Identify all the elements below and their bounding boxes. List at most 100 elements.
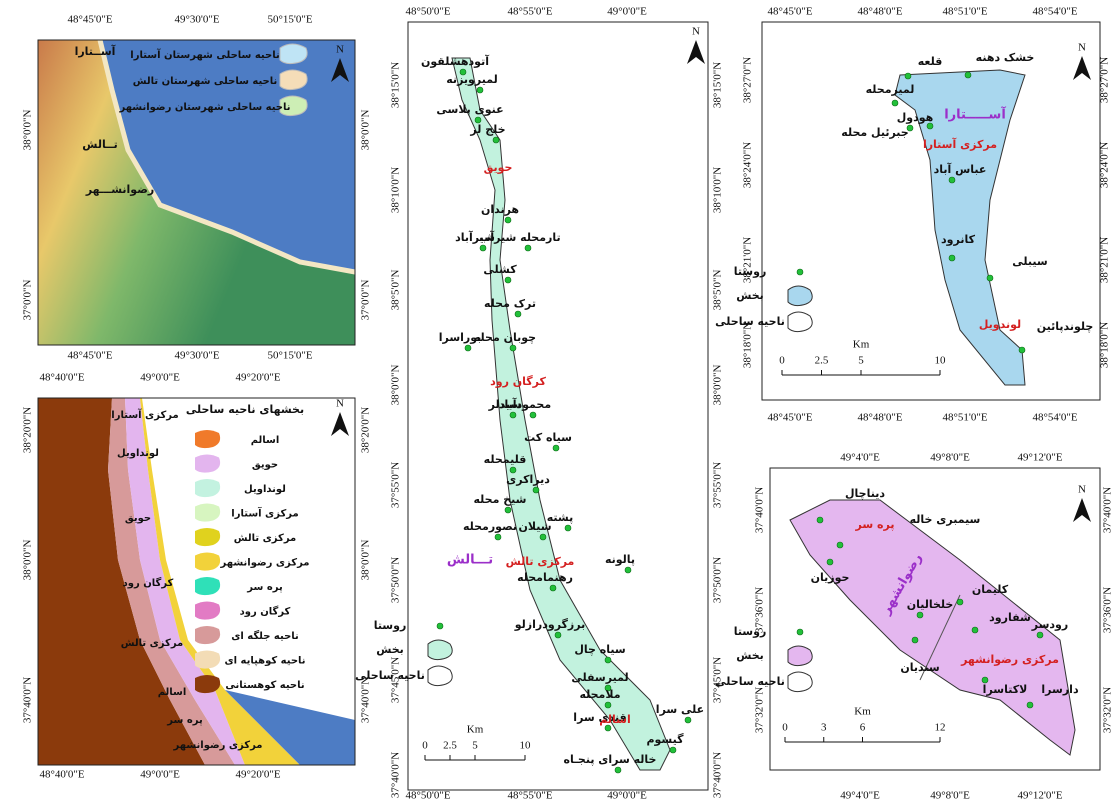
x-tick-label: 49°12'0"E: [1017, 790, 1062, 802]
place-label: کرگان رود: [123, 576, 174, 589]
village-label: شیلان: [518, 520, 551, 533]
x-tick-label: 50°15'0"E: [267, 350, 312, 362]
village-dot: [1018, 346, 1026, 354]
legend-label: روستا: [374, 619, 407, 632]
legend-swatch: [279, 43, 308, 65]
y-tick-label: 37°40'0"N: [22, 677, 34, 723]
x-tick-label: 49°20'0"E: [235, 372, 280, 384]
village-label: سیاه کت: [524, 431, 572, 444]
x-tick-label: 49°0'0"E: [607, 6, 647, 18]
village-label: کلیمان: [972, 583, 1009, 596]
village-label: قلیمحله: [484, 453, 527, 466]
legend-label: پره سر: [246, 582, 283, 593]
legend-label: لونداویل: [244, 484, 286, 495]
village-label: شفارود: [989, 611, 1031, 624]
village-dot: [554, 631, 562, 639]
frame: [407, 21, 709, 791]
village-label: عباس آباد: [934, 162, 987, 176]
y-tick-label: 38°20'0"N: [360, 407, 372, 453]
village-dot: [1036, 631, 1044, 639]
x-tick-label: 49°0'0"E: [140, 372, 180, 384]
village-label: نصورمحله: [463, 520, 517, 533]
village-dot: [509, 411, 517, 419]
legend-label: حویق: [252, 460, 278, 471]
legend-label: مرکزی تالش: [234, 533, 297, 544]
y-tick-label: 38°27'0"N: [742, 57, 754, 103]
legend-label: ناحیه ساحلی: [355, 669, 425, 682]
y-tick-label: 38°18'0"N: [742, 322, 754, 368]
frame: [761, 21, 1101, 401]
y-tick-label: 37°0'0"N: [360, 280, 372, 321]
scale-label: 2.5: [443, 740, 457, 752]
y-tick-label: 37°40'0"N: [712, 752, 724, 798]
village-label: لاکتاسرا: [983, 683, 1028, 696]
village-dot: [509, 466, 517, 474]
village-dot: [624, 566, 632, 574]
x-tick-label: 49°0'0"E: [607, 790, 647, 802]
legend-swatch: [195, 430, 221, 449]
village-dot: [816, 516, 824, 524]
village-label: هودول: [897, 111, 934, 124]
y-tick-label: 37°45'0"N: [390, 657, 402, 703]
legend-label: ناحیه ساحلی شهرستان رضوانشهر: [118, 102, 290, 113]
boundary: [919, 594, 961, 681]
x-tick-label: 48°54'0"E: [1032, 412, 1077, 424]
scale-unit: Km: [854, 706, 871, 718]
legend-swatch: [427, 639, 453, 661]
division-area: [789, 499, 1076, 756]
village-dot: [916, 611, 924, 619]
village-dot: [509, 344, 517, 352]
y-tick-label: 37°0'0"N: [22, 280, 34, 321]
legend-swatch: [195, 601, 221, 620]
village-label: سیبلی: [1012, 255, 1047, 268]
village-dot: [494, 533, 502, 541]
y-tick-label: 38°0'0"N: [360, 540, 372, 581]
village-label: جبرئیل محله: [841, 126, 908, 139]
village-label: دارسرا: [1041, 683, 1079, 696]
x-tick-label: 48°48'0"E: [857, 412, 902, 424]
place-label: آســتارا: [75, 44, 116, 58]
village-dot: [891, 99, 899, 107]
village-label: چوبان محله: [474, 331, 536, 344]
y-tick-label: 37°40'0"N: [754, 487, 766, 533]
place-label: مرکزی رضوانشهر: [173, 740, 263, 751]
legend-label: ناحیه ساحلی شهرستان تالش: [133, 76, 278, 87]
frame: [37, 39, 356, 346]
y-tick-label: 38°10'0"N: [712, 167, 724, 213]
legend-label: ناحیه ساحلی: [715, 315, 785, 328]
scale-label: 10: [935, 355, 947, 367]
village-dot: [1026, 701, 1034, 709]
legend-label: مرکزی رضوانشهر: [220, 558, 310, 569]
y-tick-label: 37°45'0"N: [712, 657, 724, 703]
village-dot: [552, 444, 560, 452]
y-tick-label: 38°18'0"N: [1099, 322, 1111, 368]
x-tick-label: 48°45'0"E: [767, 412, 812, 424]
village-dot: [532, 486, 540, 494]
village-label: خاله سرای پنجـاه: [564, 753, 657, 766]
x-tick-label: 49°4'0"E: [840, 790, 880, 802]
legend-label: ناحیه ساحلی: [715, 675, 785, 688]
county-label: آســـــتارا: [944, 106, 1006, 123]
place-label: پره سر: [166, 715, 203, 726]
y-tick-label: 37°40'0"N: [1102, 487, 1114, 533]
legend-swatch: [195, 503, 221, 522]
village-label: شیخ محله: [474, 493, 527, 506]
coastal-zone: [451, 57, 671, 771]
legend-label: مرکزی آستارا: [231, 507, 298, 520]
county-label: تـــالش: [447, 553, 493, 568]
division-label: حویق: [484, 161, 513, 174]
frame: [769, 467, 1101, 771]
legend-swatch: [787, 645, 813, 667]
division-label: پره سر: [855, 518, 895, 531]
village-dot: [549, 584, 557, 592]
x-tick-label: 48°45'0"E: [67, 350, 112, 362]
y-tick-label: 37°50'0"N: [712, 557, 724, 603]
x-tick-label: 49°30'0"E: [174, 350, 219, 362]
village-label: ترک محله: [484, 297, 536, 310]
village-dot: [971, 626, 979, 634]
plain: [140, 398, 300, 765]
village-dot: [796, 268, 804, 276]
village-dot: [826, 558, 834, 566]
x-tick-label: 48°50'0"E: [405, 790, 450, 802]
village-dot: [459, 68, 467, 76]
